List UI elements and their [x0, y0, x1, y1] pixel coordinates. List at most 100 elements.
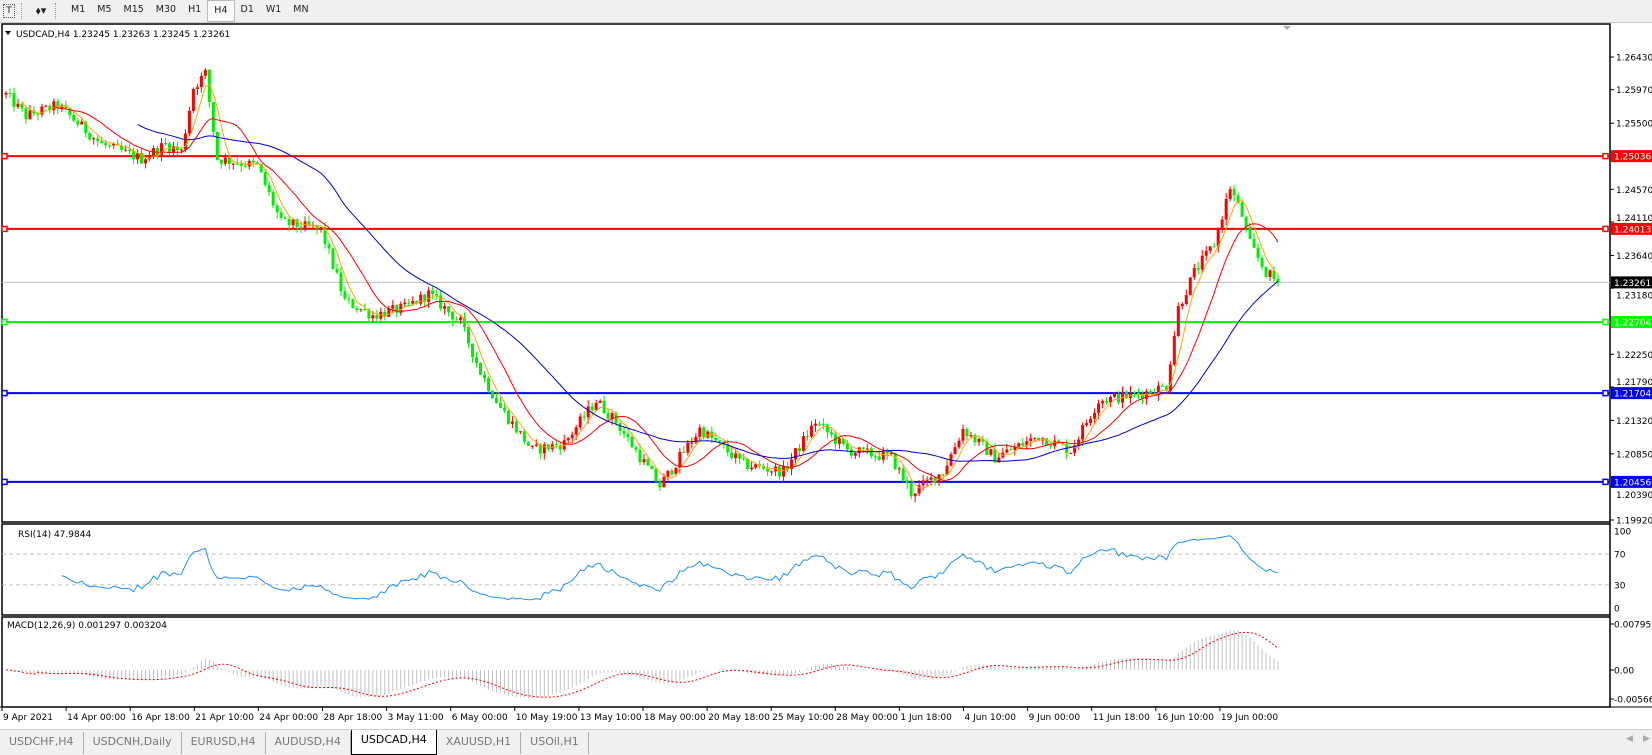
timeframe-m5[interactable]: M5: [97, 4, 112, 15]
candle-body: [12, 93, 16, 107]
candle-body: [76, 120, 80, 125]
candle: [881, 446, 885, 464]
candle-body: [1109, 396, 1113, 403]
candle: [602, 395, 606, 415]
price-tick-label: 1.25500: [1616, 120, 1652, 130]
candle-body: [961, 428, 965, 441]
candle: [391, 300, 395, 314]
time-tick-label: 16 Jun 10:00: [1157, 713, 1214, 723]
candle-body: [152, 148, 156, 157]
candle-body: [171, 146, 175, 152]
candle-body: [1081, 425, 1085, 440]
tab-xauusd-h1[interactable]: XAUUSD,H1: [437, 732, 522, 754]
level-handle-icon[interactable]: [1602, 389, 1609, 397]
candle: [1168, 361, 1172, 394]
candle-body: [52, 101, 56, 111]
timeframe-mn[interactable]: MN: [293, 4, 309, 15]
candle: [837, 436, 841, 449]
level-handle-icon[interactable]: [1, 389, 8, 397]
ma-mid-line: [53, 106, 1279, 481]
scroll-right-icon[interactable]: ▶: [1643, 734, 1650, 744]
scroll-left-icon[interactable]: ◀: [1626, 734, 1633, 744]
candle-body: [498, 402, 502, 408]
candle: [227, 154, 231, 170]
candle-body: [32, 110, 36, 114]
collapse-triangle-icon[interactable]: [5, 31, 11, 35]
chart-shift-marker-icon[interactable]: [1283, 26, 1291, 30]
candle: [339, 267, 343, 297]
candle: [283, 216, 287, 220]
tab-usdchf-h4[interactable]: USDCHF,H4: [0, 732, 84, 754]
candle-body: [1172, 335, 1176, 365]
candle-body: [574, 427, 578, 435]
timeframe-m1[interactable]: M1: [71, 4, 86, 15]
tab-eurusd-h4[interactable]: EURUSD,H4: [182, 732, 266, 754]
candle-body: [989, 449, 993, 455]
toolbar-divider: [21, 3, 25, 19]
candle: [1029, 433, 1033, 447]
candle: [48, 103, 52, 114]
level-handle-icon[interactable]: [1602, 318, 1609, 326]
tab-usdcad-h4[interactable]: USDCAD,H4: [350, 730, 437, 755]
candle-body: [1017, 443, 1021, 447]
candle: [1105, 397, 1109, 405]
candle: [949, 451, 953, 467]
level-handle-icon[interactable]: [1602, 152, 1609, 160]
candle-body: [510, 421, 514, 424]
timeframe-h1[interactable]: H1: [188, 4, 202, 15]
candle: [722, 440, 726, 449]
candle-body: [195, 87, 199, 89]
candle-body: [1252, 238, 1256, 248]
shapes-dropdown-icon[interactable]: ⬧▾: [35, 4, 47, 17]
candle-body: [1140, 394, 1144, 399]
price-tick-label: 1.25970: [1616, 86, 1652, 96]
candle: [486, 376, 490, 393]
candle-body: [56, 101, 60, 109]
rsi-tick-label: 100: [1614, 528, 1631, 538]
candle-body: [853, 453, 857, 456]
candle-body: [120, 145, 124, 151]
level-handle-icon[interactable]: [1, 478, 8, 486]
candle-body: [1069, 452, 1073, 454]
candle: [586, 400, 590, 424]
candle-body: [674, 467, 678, 475]
level-handle-icon[interactable]: [1602, 225, 1609, 233]
level-handle-icon[interactable]: [1, 318, 8, 326]
timeframe-w1[interactable]: W1: [265, 4, 282, 15]
candle-body: [467, 326, 471, 344]
level-handle-icon[interactable]: [1602, 478, 1609, 486]
timeframe-h4[interactable]: H4: [207, 0, 235, 22]
candle-body: [606, 413, 610, 419]
candle-body: [1097, 403, 1101, 413]
candle-body: [825, 424, 829, 433]
text-tool-icon[interactable]: T: [3, 4, 15, 18]
candle: [550, 441, 554, 452]
candle-body: [439, 295, 443, 309]
candle-body: [20, 103, 24, 109]
macd-pane: [1, 616, 1611, 708]
rsi-label: RSI(14) 47.9844: [18, 530, 91, 540]
candle-body: [666, 470, 670, 477]
candle-body: [809, 425, 813, 437]
candle: [355, 305, 359, 314]
tab-audusd-h4[interactable]: AUDUSD,H4: [266, 732, 351, 754]
candle: [1232, 185, 1236, 202]
tab-usdcnh-daily[interactable]: USDCNH,Daily: [84, 732, 182, 754]
tab-usoil-h1[interactable]: USOil,H1: [521, 732, 589, 754]
candle: [698, 424, 702, 441]
candle: [207, 69, 211, 108]
candle-body: [610, 413, 614, 419]
timeframe-d1[interactable]: D1: [240, 4, 254, 15]
candle-body: [821, 423, 825, 425]
candle-body: [451, 312, 455, 320]
timeframe-m30[interactable]: M30: [155, 4, 177, 15]
level-handle-icon[interactable]: [1, 152, 8, 160]
candle-body: [108, 145, 112, 147]
candle: [1208, 246, 1212, 255]
candle: [542, 442, 546, 460]
candle: [993, 443, 997, 463]
timeframe-m15[interactable]: M15: [123, 4, 144, 15]
candle: [1248, 222, 1252, 240]
level-handle-icon[interactable]: [1, 225, 8, 233]
